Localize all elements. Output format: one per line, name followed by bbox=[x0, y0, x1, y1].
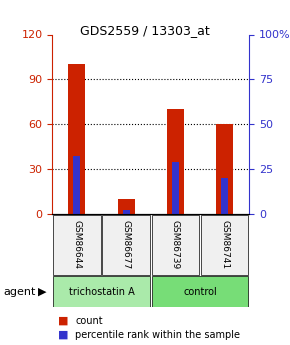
Text: GSM86677: GSM86677 bbox=[122, 220, 131, 269]
Text: ■: ■ bbox=[58, 316, 68, 326]
Bar bbox=[167, 109, 184, 214]
Bar bbox=[117, 199, 135, 214]
FancyBboxPatch shape bbox=[152, 215, 199, 275]
Text: ■: ■ bbox=[58, 330, 68, 339]
Bar bbox=[221, 178, 228, 214]
Text: percentile rank within the sample: percentile rank within the sample bbox=[75, 330, 240, 339]
Text: GDS2559 / 13303_at: GDS2559 / 13303_at bbox=[80, 24, 210, 37]
FancyBboxPatch shape bbox=[102, 215, 150, 275]
Bar bbox=[216, 124, 233, 214]
Text: GSM86741: GSM86741 bbox=[220, 220, 229, 269]
Bar bbox=[172, 162, 179, 214]
FancyBboxPatch shape bbox=[53, 276, 150, 307]
Bar bbox=[68, 65, 86, 214]
Bar bbox=[123, 210, 130, 214]
Text: GSM86644: GSM86644 bbox=[72, 220, 81, 269]
FancyBboxPatch shape bbox=[152, 276, 249, 307]
FancyBboxPatch shape bbox=[201, 215, 249, 275]
FancyBboxPatch shape bbox=[53, 215, 101, 275]
Text: count: count bbox=[75, 316, 103, 326]
Text: GSM86739: GSM86739 bbox=[171, 220, 180, 269]
Text: trichostatin A: trichostatin A bbox=[69, 287, 134, 296]
Text: agent: agent bbox=[3, 287, 35, 296]
Text: ▶: ▶ bbox=[38, 287, 46, 296]
Bar bbox=[73, 157, 80, 214]
Text: control: control bbox=[183, 287, 217, 296]
